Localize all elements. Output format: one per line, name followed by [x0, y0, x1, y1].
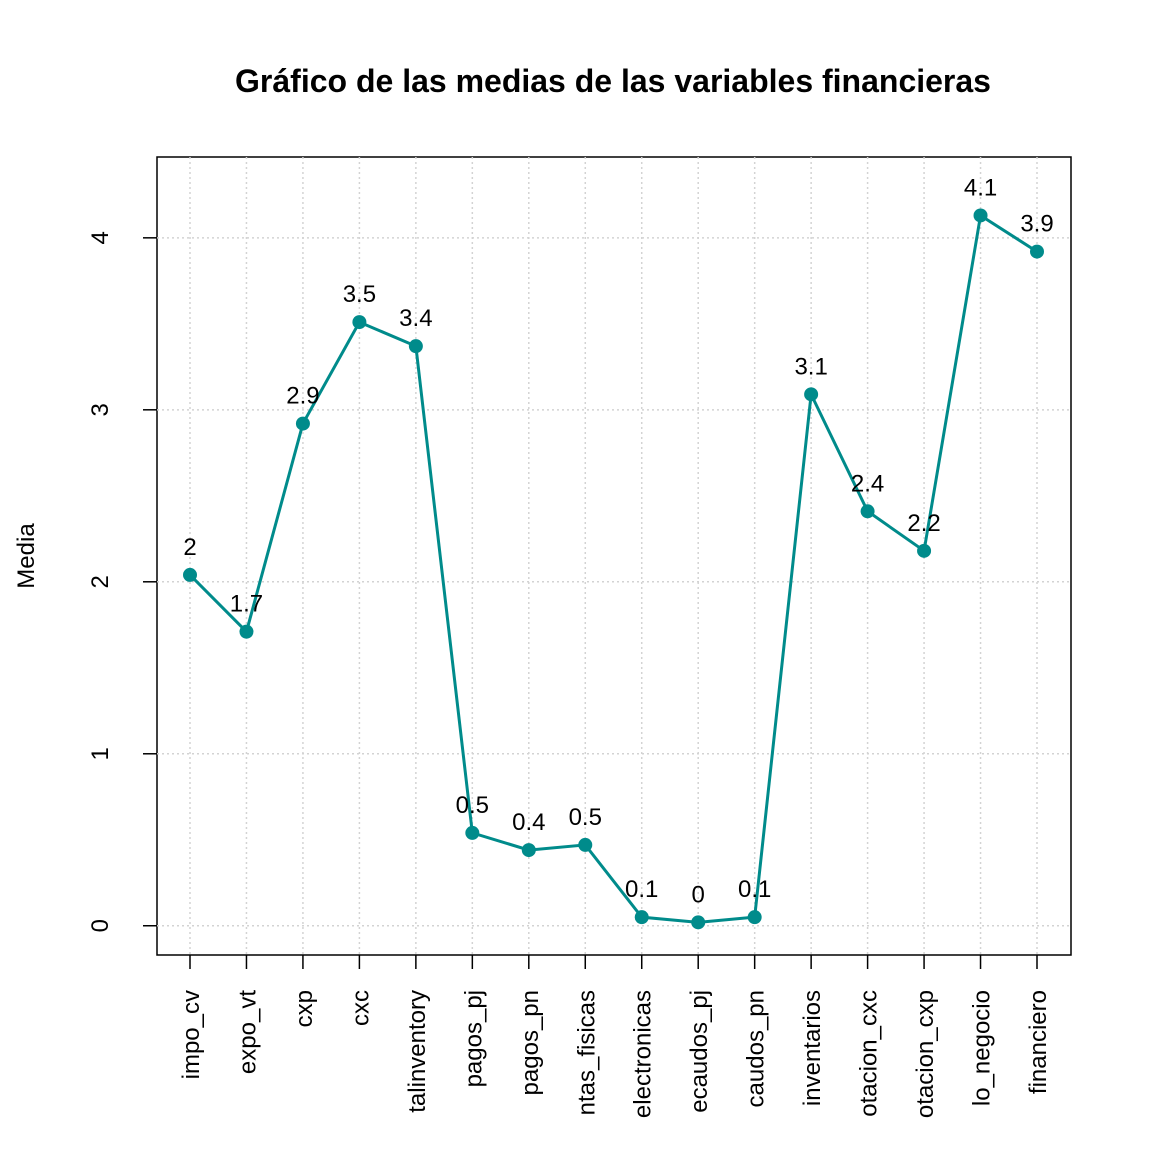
x-tick-label: otacion_cxc [856, 990, 883, 1117]
data-point [578, 837, 593, 852]
x-tick-label: inventarios [799, 990, 826, 1106]
y-tick-label: 3 [87, 403, 114, 416]
y-axis-label: Media [13, 523, 40, 589]
data-label: 0.1 [625, 876, 658, 903]
data-label: 0.5 [569, 804, 602, 831]
x-tick-label: otacion_cxp [912, 990, 939, 1118]
data-point [634, 910, 649, 925]
data-point [521, 843, 536, 858]
y-tick-label: 1 [87, 747, 114, 760]
data-point [804, 387, 819, 402]
x-tick-label: financiero [1025, 990, 1052, 1094]
data-point [973, 208, 988, 223]
data-point [860, 504, 875, 519]
data-label: 4.1 [964, 174, 997, 201]
data-point [239, 624, 254, 639]
series-line [188, 212, 1038, 924]
chart-title: Gráfico de las medias de las variables f… [235, 63, 991, 99]
data-label: 0 [692, 881, 705, 908]
data-label: 3.4 [399, 305, 432, 332]
x-tick-label: electronicas [630, 990, 657, 1118]
data-point [465, 825, 480, 840]
x-tick-label: caudos_pn [743, 990, 770, 1107]
data-label: 2 [183, 534, 196, 561]
data-label: 0.5 [456, 792, 489, 819]
x-tick-label: ntas_fisicas [573, 990, 600, 1115]
data-label: 3.1 [794, 353, 827, 380]
data-label: 0.1 [738, 876, 771, 903]
x-tick-label: cxc [347, 990, 374, 1026]
data-point [183, 567, 197, 582]
data-label: 1.7 [230, 591, 263, 618]
x-tick-label: lo_negocio [969, 990, 996, 1106]
y-tick-label: 2 [87, 575, 114, 588]
y-tick-label: 4 [87, 231, 114, 244]
data-point [917, 543, 932, 558]
data-point [295, 416, 310, 431]
x-tick-label: pagos_pn [517, 990, 544, 1095]
x-tick-label: impo_cv [178, 990, 205, 1079]
x-tick-label: ecaudos_pj [686, 990, 713, 1113]
data-point [352, 315, 367, 330]
data-point [747, 910, 762, 925]
x-tick-label: talinventory [404, 990, 431, 1113]
plot-frame [156, 156, 1072, 956]
data-point [1030, 244, 1044, 259]
y-tick-label: 0 [87, 919, 114, 932]
data-label: 3.5 [343, 281, 376, 308]
data-label: 2.4 [851, 470, 884, 497]
data-point [691, 915, 706, 930]
data-label: 0.4 [512, 809, 545, 836]
data-label: 2.9 [286, 383, 319, 410]
x-tick-label: cxp [291, 990, 318, 1027]
data-label: 3.9 [1020, 211, 1053, 238]
x-tick-label: expo_vt [234, 990, 261, 1074]
x-tick-label: pagos_pj [460, 990, 487, 1087]
data-point [408, 339, 423, 354]
data-label: 2.2 [907, 510, 940, 537]
